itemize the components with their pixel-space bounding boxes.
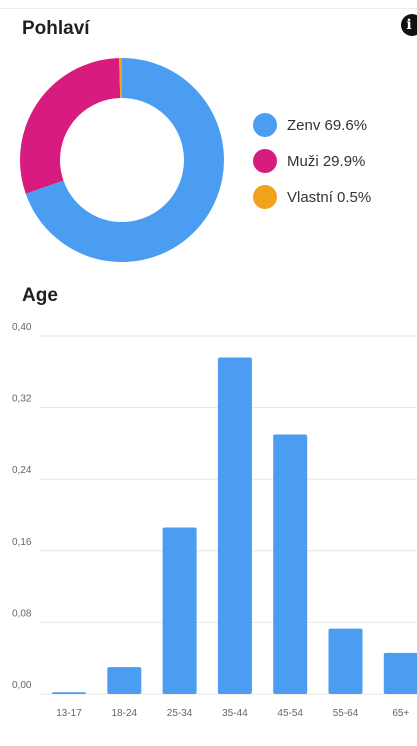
age-bar-svg: 0,00 0,08 0,16 0,24 0,32 0,40 13-17 18-24 25-34 3…: [12, 322, 417, 719]
gender-section-title: Pohlaví: [22, 18, 90, 39]
bar-13-17[interactable]: [52, 692, 86, 694]
legend-dot: [253, 185, 277, 209]
legend-item-2: Vlastní 0.5%: [253, 184, 371, 210]
legend-item-0: Zenv 69.6%: [253, 112, 371, 138]
y-tick-label: 0,16: [12, 537, 32, 548]
gender-legend: Zenv 69.6% Muži 29.9% Vlastní 0.5%: [253, 112, 371, 220]
bar-55-64[interactable]: [328, 628, 363, 694]
donut-slice-2: [20, 58, 224, 262]
y-tick-label: 0,40: [12, 322, 32, 333]
y-tick-label: 0,32: [12, 394, 32, 405]
bar-65+[interactable]: [383, 652, 417, 694]
legend-item-1: Muži 29.9%: [253, 148, 371, 174]
gender-donut-svg: [20, 58, 224, 262]
legend-label: Vlastní 0.5%: [287, 188, 372, 206]
gender-donut-chart: [18, 56, 226, 264]
legend-label: Zenv 69.6%: [287, 116, 368, 134]
y-tick-label: 0,24: [12, 465, 32, 476]
x-tick-label: 18-24: [112, 708, 138, 719]
donut-slice-1: [20, 58, 224, 262]
x-tick-label: 65+: [392, 708, 409, 719]
x-tick-label: 25-34: [167, 708, 193, 719]
info-icon[interactable]: i: [401, 14, 417, 36]
legend-dot: [253, 149, 277, 173]
top-divider: [0, 8, 417, 9]
bar-25-34[interactable]: [162, 527, 197, 694]
age-section-title: Age: [22, 285, 58, 306]
x-tick-label: 45-54: [277, 708, 303, 719]
bar-45-54[interactable]: [273, 434, 308, 694]
bar-18-24[interactable]: [107, 667, 142, 694]
bar-35-44[interactable]: [217, 357, 252, 694]
legend-dot: [253, 113, 277, 137]
x-tick-label: 35-44: [222, 708, 248, 719]
age-bar-chart: 0,00 0,08 0,16 0,24 0,32 0,40 13-17 18-24 25-34 3…: [0, 318, 417, 741]
x-tick-label: 55-64: [333, 708, 359, 719]
x-tick-label: 13-17: [56, 708, 82, 719]
y-tick-label: 0,08: [12, 608, 32, 619]
legend-label: Muži 29.9%: [287, 152, 366, 170]
y-tick-label: 0,00: [12, 680, 32, 691]
